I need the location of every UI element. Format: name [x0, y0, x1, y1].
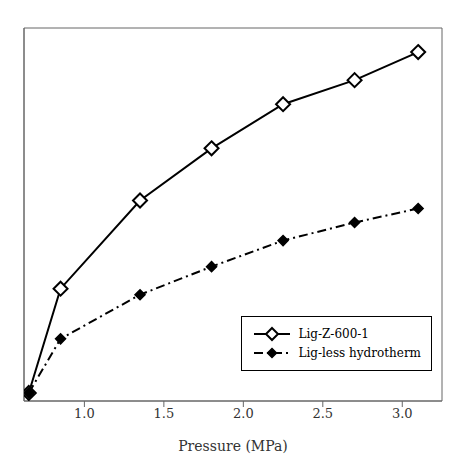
- html-text:Lig-less hydrotherm: Lig-less hydrotherm: [298, 346, 421, 360]
- svg-text:2.5: 2.5: [312, 406, 333, 421]
- svg-text:1.0: 1.0: [74, 406, 95, 421]
- svg-text:1.5: 1.5: [154, 406, 175, 421]
- svg-text:3.0: 3.0: [392, 406, 413, 421]
- html-text:Lig-Z-600-1: Lig-Z-600-1: [298, 327, 369, 341]
- svg-text:Pressure (MPa): Pressure (MPa): [178, 438, 288, 454]
- svg-text:2.0: 2.0: [233, 406, 254, 421]
